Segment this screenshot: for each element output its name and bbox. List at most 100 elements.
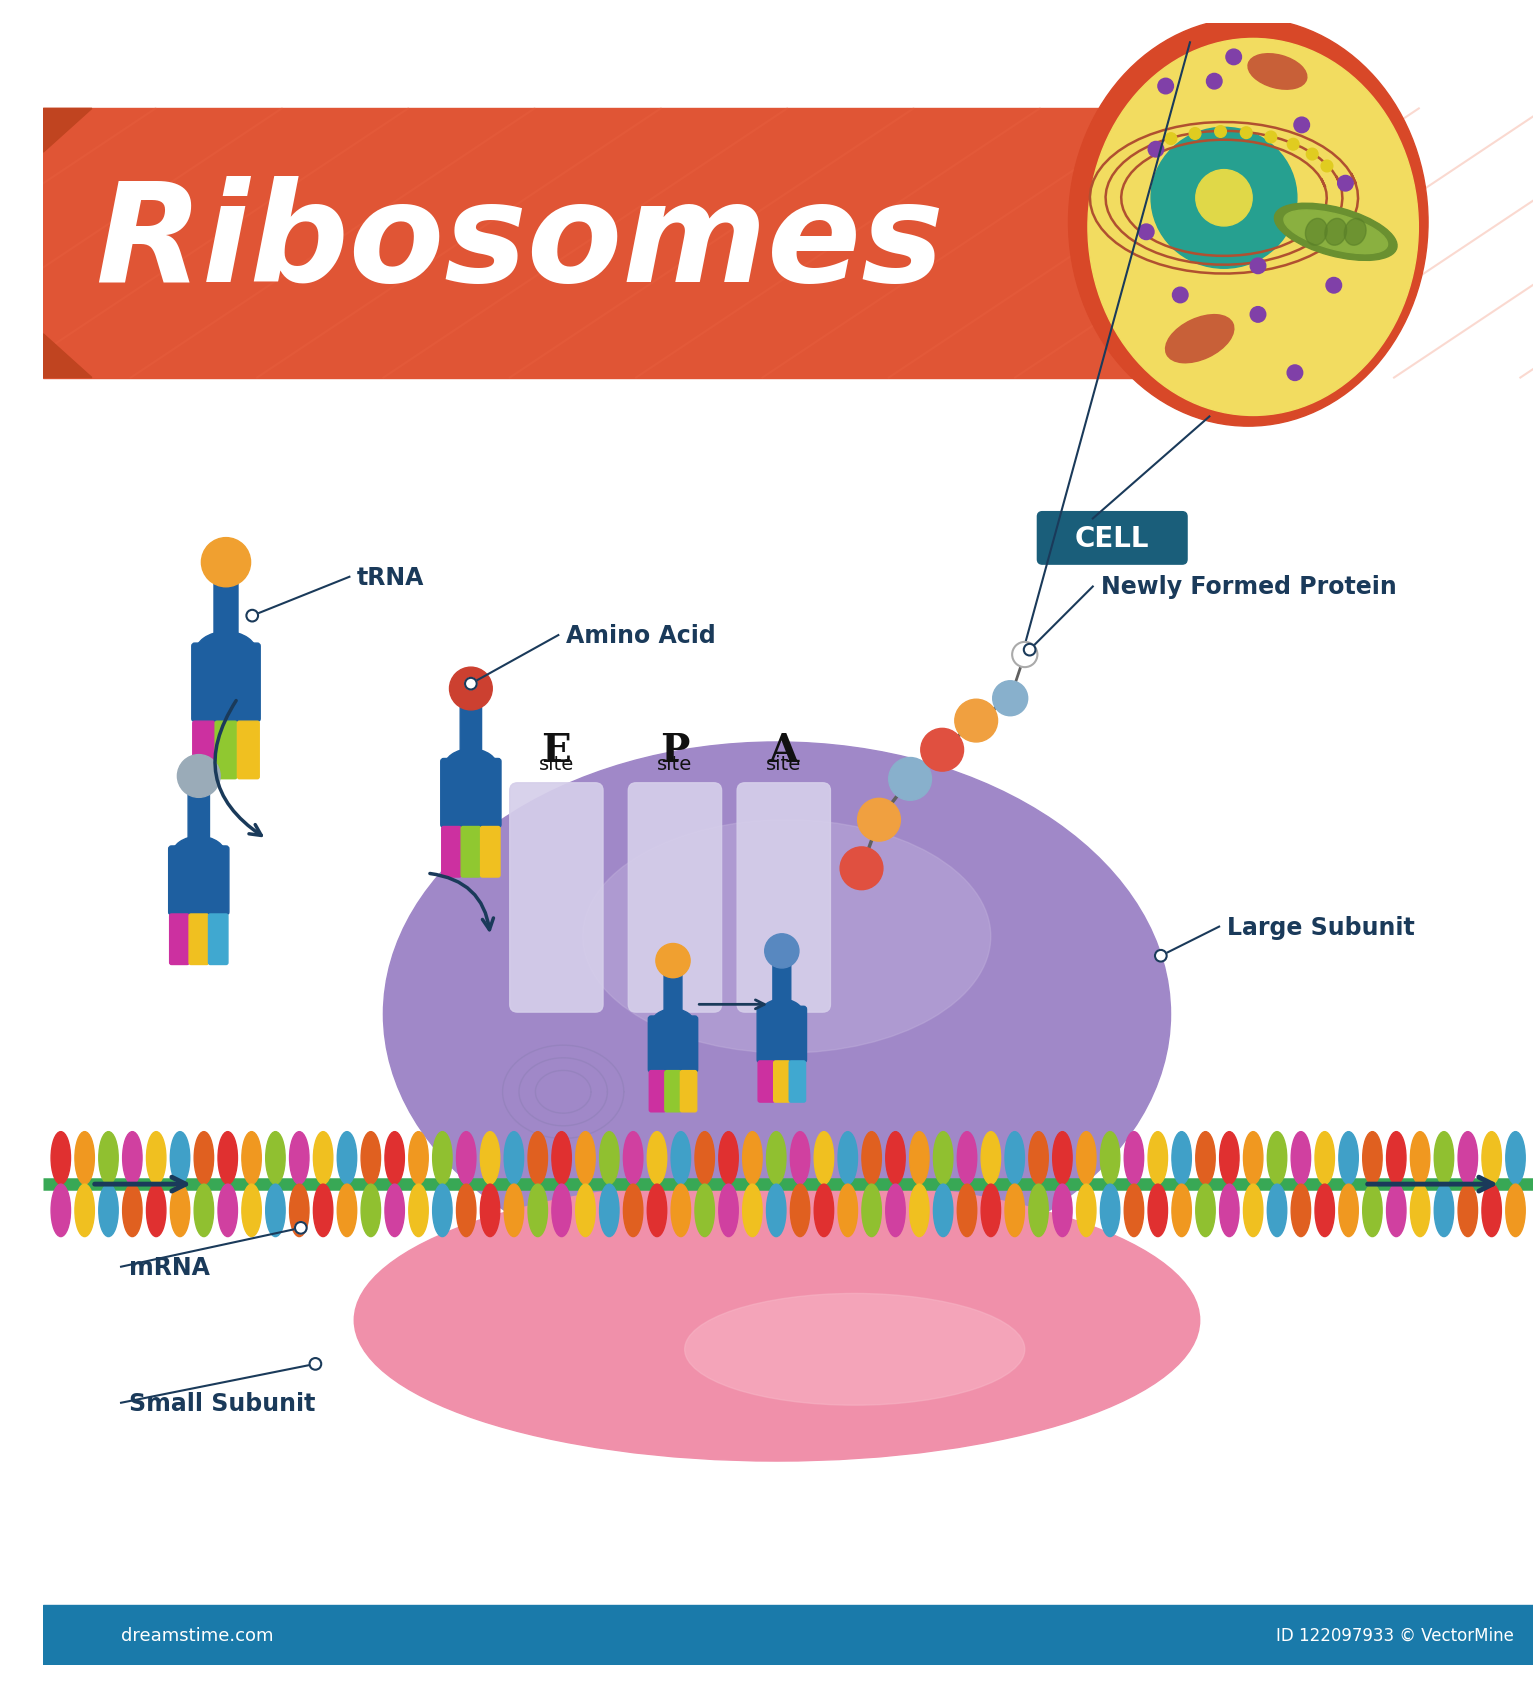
Ellipse shape [385, 1132, 405, 1184]
Circle shape [1139, 225, 1154, 240]
FancyBboxPatch shape [759, 1061, 774, 1103]
Ellipse shape [432, 1184, 452, 1236]
Circle shape [464, 679, 477, 691]
Ellipse shape [527, 1132, 547, 1184]
Ellipse shape [1306, 220, 1328, 247]
Ellipse shape [599, 1132, 619, 1184]
Ellipse shape [1124, 1184, 1144, 1236]
Ellipse shape [75, 1132, 95, 1184]
Ellipse shape [147, 1132, 166, 1184]
Text: site: site [538, 733, 573, 774]
Ellipse shape [766, 1132, 786, 1184]
Ellipse shape [354, 1179, 1200, 1461]
Ellipse shape [1325, 220, 1346, 247]
Ellipse shape [652, 1010, 694, 1040]
Ellipse shape [1088, 39, 1418, 415]
Ellipse shape [383, 743, 1171, 1287]
Ellipse shape [290, 1132, 310, 1184]
Ellipse shape [1458, 1132, 1478, 1184]
Ellipse shape [1148, 1132, 1168, 1184]
Circle shape [1165, 133, 1177, 145]
Ellipse shape [290, 1184, 310, 1236]
Ellipse shape [981, 1132, 1001, 1184]
Ellipse shape [195, 1184, 213, 1236]
FancyBboxPatch shape [773, 959, 791, 1007]
Circle shape [1321, 160, 1332, 172]
Text: A: A [768, 731, 799, 770]
Ellipse shape [886, 1132, 904, 1184]
Ellipse shape [123, 1184, 143, 1236]
Ellipse shape [791, 1132, 809, 1184]
Ellipse shape [1291, 1184, 1311, 1236]
Polygon shape [43, 334, 92, 378]
Text: CELL: CELL [1075, 525, 1150, 552]
Circle shape [1226, 51, 1242, 66]
Ellipse shape [337, 1184, 357, 1236]
Ellipse shape [1029, 1132, 1049, 1184]
Circle shape [1294, 118, 1309, 133]
Circle shape [449, 667, 492, 711]
Ellipse shape [909, 1132, 929, 1184]
FancyBboxPatch shape [737, 784, 831, 1012]
Text: ID 122097933 © VectorMine: ID 122097933 © VectorMine [1275, 1627, 1513, 1643]
Ellipse shape [51, 1184, 71, 1236]
Ellipse shape [170, 1132, 190, 1184]
Ellipse shape [443, 750, 498, 789]
Ellipse shape [1243, 1132, 1263, 1184]
FancyBboxPatch shape [193, 721, 215, 779]
Circle shape [955, 699, 998, 743]
Ellipse shape [218, 1184, 238, 1236]
Circle shape [1251, 258, 1266, 274]
Ellipse shape [504, 1132, 524, 1184]
Circle shape [1306, 149, 1318, 160]
Ellipse shape [1069, 19, 1429, 427]
Circle shape [1288, 367, 1303, 382]
Ellipse shape [671, 1184, 690, 1236]
FancyBboxPatch shape [192, 644, 261, 723]
FancyBboxPatch shape [215, 721, 238, 779]
Ellipse shape [862, 1132, 881, 1184]
Circle shape [1012, 642, 1038, 667]
Ellipse shape [552, 1184, 572, 1236]
FancyBboxPatch shape [510, 784, 602, 1012]
FancyBboxPatch shape [189, 787, 210, 844]
Ellipse shape [839, 1184, 857, 1236]
Ellipse shape [934, 1184, 954, 1236]
Ellipse shape [1171, 1184, 1191, 1236]
Ellipse shape [1171, 1132, 1191, 1184]
Circle shape [1251, 307, 1266, 323]
Ellipse shape [51, 1132, 71, 1184]
Ellipse shape [1076, 1184, 1096, 1236]
Ellipse shape [1435, 1132, 1453, 1184]
Ellipse shape [576, 1132, 595, 1184]
Ellipse shape [1165, 316, 1234, 363]
Ellipse shape [647, 1132, 667, 1184]
Circle shape [1148, 142, 1164, 157]
Ellipse shape [1220, 1132, 1239, 1184]
Circle shape [247, 610, 258, 622]
Text: Large Subunit: Large Subunit [1226, 915, 1415, 939]
FancyBboxPatch shape [1038, 512, 1187, 564]
Ellipse shape [909, 1184, 929, 1236]
Circle shape [294, 1223, 307, 1235]
Text: site: site [766, 733, 802, 774]
Ellipse shape [1482, 1184, 1501, 1236]
Ellipse shape [1274, 204, 1397, 262]
Polygon shape [43, 110, 92, 154]
Ellipse shape [742, 1184, 762, 1236]
Circle shape [1338, 176, 1354, 193]
Ellipse shape [760, 1000, 803, 1030]
Ellipse shape [1363, 1132, 1383, 1184]
Circle shape [993, 681, 1027, 716]
Circle shape [840, 848, 883, 890]
Circle shape [1326, 279, 1341, 294]
FancyBboxPatch shape [170, 914, 189, 964]
Ellipse shape [694, 1132, 714, 1184]
Ellipse shape [1338, 1132, 1358, 1184]
Ellipse shape [886, 1184, 904, 1236]
FancyBboxPatch shape [442, 758, 501, 828]
Ellipse shape [432, 1132, 452, 1184]
Text: Amino Acid: Amino Acid [566, 623, 716, 647]
Ellipse shape [98, 1184, 118, 1236]
Ellipse shape [1248, 54, 1306, 90]
